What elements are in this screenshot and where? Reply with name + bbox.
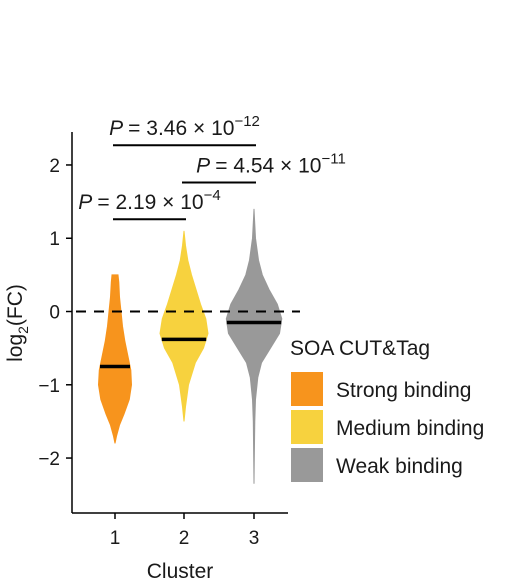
p-value-label-2-3: P = 4.54 × 10−11 xyxy=(196,151,346,178)
legend-swatch-3 xyxy=(291,448,323,482)
x-tick-label: 3 xyxy=(249,528,260,549)
y-axis-title-subscript: 2 xyxy=(15,326,31,334)
y-axis-title-main: log xyxy=(4,334,27,362)
legend-title: SOA CUT&Tag xyxy=(290,337,430,360)
legend-label-3: Weak binding xyxy=(336,455,463,478)
x-axis-title: Cluster xyxy=(147,560,214,583)
y-tick-label: 0 xyxy=(49,303,60,324)
y-tick-label: −1 xyxy=(38,376,60,397)
x-tick-label: 2 xyxy=(179,528,190,549)
legend-label-2: Medium binding xyxy=(336,417,484,440)
x-tick-label: 1 xyxy=(110,528,121,549)
y-tick-label: −2 xyxy=(38,449,60,470)
axes-group: −2 −1 0 1 2 1 2 3 xyxy=(38,132,288,549)
y-tick-label: 2 xyxy=(49,156,60,177)
legend-swatch-1 xyxy=(291,372,323,406)
significance-brackets: P = 3.46 × 10−12 P = 4.54 × 10−11 P = 2.19… xyxy=(78,113,346,221)
y-axis-title: log2(FC) xyxy=(4,284,31,362)
violin-cluster-2 xyxy=(159,230,209,422)
legend: SOA CUT&Tag Strong binding Medium binding… xyxy=(290,337,484,482)
medians-group xyxy=(100,320,282,369)
y-axis-title-tail: (FC) xyxy=(4,284,27,326)
violin-cluster-1 xyxy=(97,274,133,444)
legend-label-1: Strong binding xyxy=(336,379,471,402)
violins-group xyxy=(97,208,283,484)
p-value-label-1-2: P = 2.19 × 10−4 xyxy=(78,187,220,214)
legend-swatch-2 xyxy=(291,410,323,444)
violin-cluster-3 xyxy=(225,208,283,484)
y-tick-label: 1 xyxy=(49,229,60,250)
p-value-label-1-3: P = 3.46 × 10−12 xyxy=(109,113,260,140)
